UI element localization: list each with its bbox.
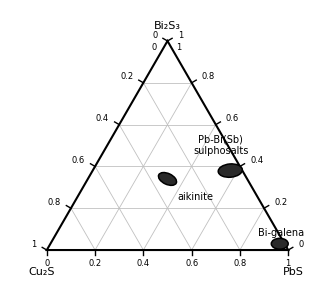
Text: 0.6: 0.6 [185, 259, 198, 268]
Text: 0.4: 0.4 [250, 156, 263, 165]
Text: 0.2: 0.2 [120, 72, 133, 81]
Text: 0.6: 0.6 [72, 156, 85, 165]
Text: 1: 1 [178, 31, 183, 40]
Text: 1: 1 [31, 240, 37, 249]
Text: Cu₂S: Cu₂S [29, 267, 55, 277]
Text: 0.2: 0.2 [88, 259, 102, 268]
Text: 0: 0 [298, 240, 304, 249]
Ellipse shape [218, 164, 242, 177]
Text: 0.4: 0.4 [96, 114, 109, 123]
Text: Pb-Bi(Sb)
sulphosalts: Pb-Bi(Sb) sulphosalts [193, 134, 248, 156]
Text: 0: 0 [152, 43, 157, 52]
Text: 0.8: 0.8 [48, 198, 61, 207]
Text: PbS: PbS [283, 267, 304, 277]
Text: Bi-galena: Bi-galena [258, 228, 304, 238]
Text: aikinite: aikinite [177, 192, 213, 202]
Text: 0.8: 0.8 [202, 72, 215, 81]
Ellipse shape [158, 173, 177, 185]
Text: 0.4: 0.4 [137, 259, 150, 268]
Ellipse shape [271, 238, 288, 249]
Text: 0.2: 0.2 [274, 198, 287, 207]
Text: 0.8: 0.8 [233, 259, 247, 268]
Text: 0.6: 0.6 [226, 114, 239, 123]
Text: 0: 0 [44, 259, 50, 268]
Text: Bi₂S₃: Bi₂S₃ [154, 21, 181, 31]
Text: 1: 1 [176, 43, 181, 52]
Text: 1: 1 [285, 259, 291, 268]
Text: 0: 0 [152, 31, 157, 40]
